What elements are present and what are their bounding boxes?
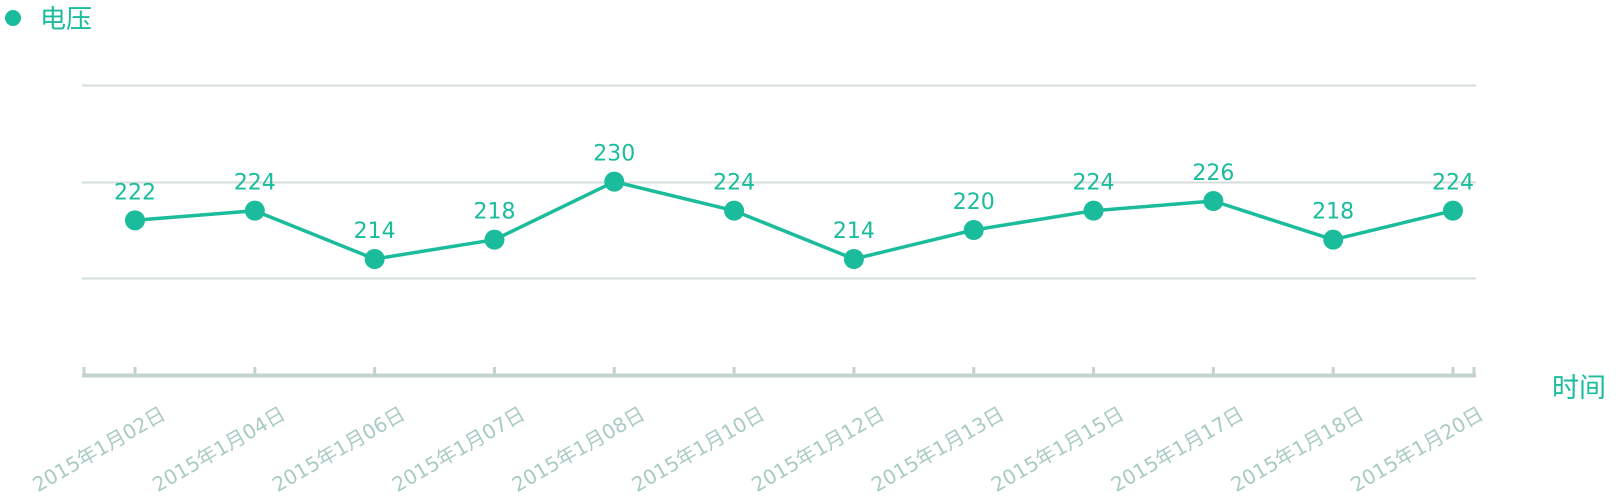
data-point[interactable] bbox=[244, 200, 265, 221]
data-point[interactable] bbox=[364, 249, 385, 269]
legend-label-voltage: 电压 bbox=[40, 5, 92, 35]
data-point[interactable] bbox=[1443, 200, 1463, 221]
data-point[interactable] bbox=[843, 249, 864, 269]
data-point[interactable] bbox=[724, 200, 745, 221]
x-axis bbox=[82, 367, 1476, 378]
data-label: 226 bbox=[1192, 161, 1234, 186]
data-points bbox=[125, 171, 1463, 269]
x-tick-label: 2015年1月06日 bbox=[268, 402, 409, 497]
legend[interactable]: 电压 bbox=[5, 5, 92, 35]
data-label: 214 bbox=[833, 219, 875, 244]
x-tick-label: 2015年1月20日 bbox=[1346, 402, 1487, 497]
x-tick-label: 2015年1月02日 bbox=[28, 402, 169, 497]
series-line-group bbox=[133, 179, 1455, 261]
data-point[interactable] bbox=[125, 210, 145, 231]
data-point[interactable] bbox=[963, 220, 984, 240]
x-tick-labels: 2015年1月02日2015年1月04日2015年1月06日2015年1月07日… bbox=[28, 402, 1487, 497]
legend-marker bbox=[5, 10, 21, 26]
data-point[interactable] bbox=[1083, 200, 1104, 221]
x-axis-title: 时间 bbox=[1552, 373, 1606, 404]
x-tick-label: 2015年1月13日 bbox=[867, 402, 1008, 497]
data-label: 214 bbox=[354, 219, 396, 244]
series-line bbox=[133, 179, 1455, 261]
data-label: 224 bbox=[1432, 171, 1474, 196]
data-label: 224 bbox=[234, 171, 276, 196]
data-point[interactable] bbox=[484, 229, 505, 250]
data-point[interactable] bbox=[1203, 191, 1224, 211]
x-tick-label: 2015年1月10日 bbox=[627, 402, 768, 497]
data-label: 224 bbox=[713, 171, 755, 196]
data-labels: 222 224 214 218 230 224 214 220 224 226 218 224 bbox=[114, 142, 1474, 244]
x-tick-label: 2015年1月17日 bbox=[1107, 402, 1248, 497]
data-label: 218 bbox=[1312, 200, 1354, 225]
x-tick-label: 2015年1月18日 bbox=[1227, 402, 1368, 497]
x-tick-label: 2015年1月12日 bbox=[747, 402, 888, 497]
data-label: 220 bbox=[953, 190, 995, 215]
data-label: 230 bbox=[593, 142, 635, 167]
gridlines bbox=[82, 84, 1476, 280]
x-tick-label: 2015年1月15日 bbox=[987, 402, 1128, 497]
x-tick-label: 2015年1月04日 bbox=[148, 402, 289, 497]
data-label: 224 bbox=[1073, 171, 1115, 196]
x-tick-label: 2015年1月08日 bbox=[508, 402, 649, 497]
data-label: 222 bbox=[114, 180, 156, 205]
data-point[interactable] bbox=[604, 171, 625, 192]
data-point[interactable] bbox=[1323, 229, 1344, 250]
x-tick-label: 2015年1月07日 bbox=[388, 402, 529, 497]
data-label: 218 bbox=[473, 200, 515, 225]
